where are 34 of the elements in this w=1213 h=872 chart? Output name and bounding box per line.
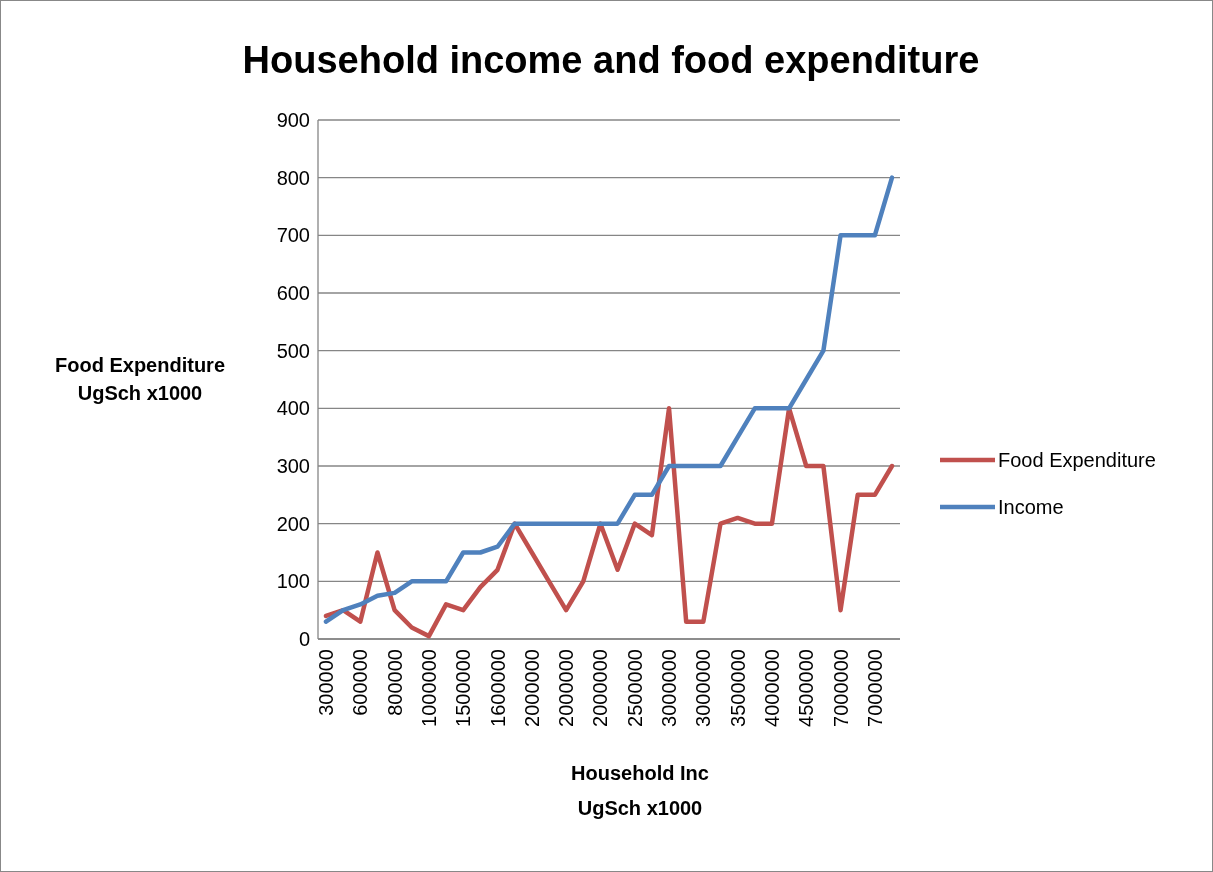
line-series bbox=[323, 175, 895, 624]
x-tick-label: 3000000 bbox=[692, 649, 715, 727]
x-axis-title: Household Inc UgSch x1000 bbox=[571, 762, 709, 819]
x-tick-label: 600000 bbox=[349, 649, 372, 716]
x-tick-label: 2000000 bbox=[520, 649, 543, 727]
y-tick-label: 400 bbox=[276, 397, 310, 420]
y-tick-label: 600 bbox=[276, 282, 310, 304]
y-tick-label: 800 bbox=[276, 166, 310, 189]
x-tick-label: 7000000 bbox=[863, 649, 886, 727]
x-tick-label: 3500000 bbox=[726, 649, 749, 727]
y-tick-label: 300 bbox=[276, 455, 310, 477]
y-tick-label: 900 bbox=[276, 109, 310, 131]
x-tick-label: 300000 bbox=[315, 649, 337, 716]
y-tick-label: 100 bbox=[276, 570, 310, 593]
x-tick-label: 1000000 bbox=[417, 649, 440, 727]
chart-title: Household income and food expenditure bbox=[242, 39, 980, 81]
x-tick-label: 2500000 bbox=[623, 649, 646, 727]
y-tick-label: 700 bbox=[276, 224, 310, 247]
y-tick-label: 500 bbox=[276, 339, 310, 362]
x-tick-label: 1500000 bbox=[452, 649, 475, 727]
line-series bbox=[323, 406, 895, 639]
x-tick-label: 2000000 bbox=[555, 649, 578, 727]
x-tick-label: 1600000 bbox=[486, 649, 509, 727]
x-tick-label: 4000000 bbox=[760, 649, 783, 727]
x-tick-label: 4500000 bbox=[795, 649, 818, 727]
x-tick-label: 2000000 bbox=[589, 649, 612, 727]
legend-label: Income bbox=[998, 496, 1064, 518]
y-tick-label: 200 bbox=[276, 512, 310, 535]
x-tick-label: 800000 bbox=[383, 649, 406, 716]
x-tick-label: 7000000 bbox=[829, 649, 852, 727]
x-tick-label: 3000000 bbox=[658, 649, 681, 727]
y-tick-label: 0 bbox=[298, 628, 310, 650]
y-axis-title: Food Expenditure UgSch x1000 bbox=[55, 354, 225, 404]
legend-label: Food Expenditure bbox=[998, 449, 1156, 471]
